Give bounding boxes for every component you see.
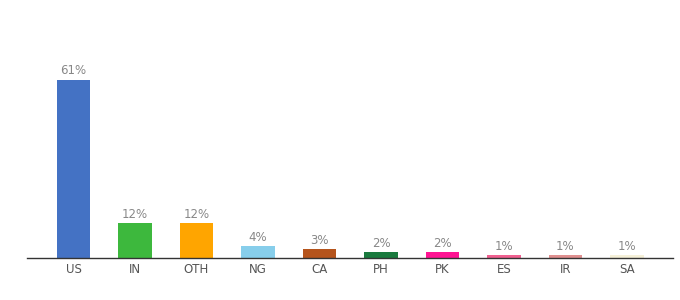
Bar [241,246,275,258]
Text: 61%: 61% [61,64,86,77]
Text: 4%: 4% [249,231,267,244]
Text: 2%: 2% [433,237,452,250]
Text: 1%: 1% [494,240,513,253]
Bar [180,223,214,258]
Bar [118,223,152,258]
Bar [364,252,398,258]
Bar [610,255,644,258]
Bar [549,255,582,258]
Text: 3%: 3% [310,234,328,247]
Bar [426,252,460,258]
Text: 12%: 12% [122,208,148,220]
Bar [303,249,337,258]
Text: 12%: 12% [184,208,209,220]
Text: 2%: 2% [372,237,390,250]
Bar [56,80,90,258]
Text: 1%: 1% [556,240,575,253]
Bar [487,255,521,258]
Text: 1%: 1% [617,240,636,253]
